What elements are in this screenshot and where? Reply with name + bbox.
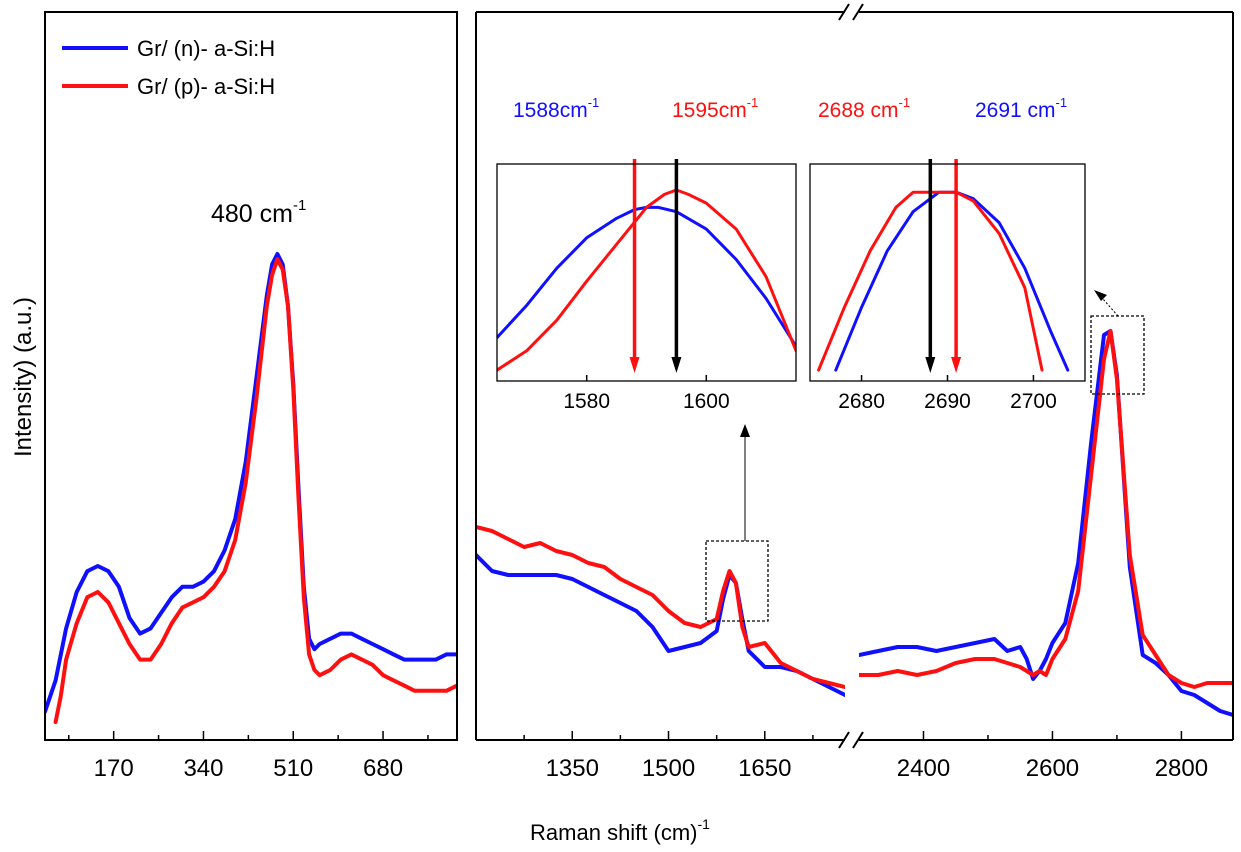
- x-tick-label: 170: [94, 755, 134, 782]
- zoom-arrow-g: [740, 424, 750, 541]
- x-axis-label: Raman shift (cm)-1: [530, 816, 710, 845]
- x-tick-label: 1500: [642, 755, 695, 782]
- x-tick-label: 1650: [738, 755, 791, 782]
- inset-x-tick-label: 2690: [924, 390, 971, 413]
- inset-red-arrow-head: [629, 357, 640, 373]
- x-tick-label: 2400: [897, 755, 950, 782]
- series-line-gr-p-a-si-h: [859, 329, 1233, 689]
- x-tick-label: 2600: [1026, 755, 1079, 782]
- x-tick-label: 680: [363, 755, 403, 782]
- series-line-gr-p-a-si-h: [53, 257, 457, 724]
- series-line-gr-p-a-si-h: [476, 525, 845, 689]
- inset-series-line-gr-n-a-si-h: [834, 190, 1070, 372]
- right-panel-frame: [475, 11, 1234, 741]
- inset-x-tick-label: 2680: [838, 390, 885, 413]
- inset-x-tick-label: 1600: [683, 390, 730, 413]
- inset-red-arrow-head: [951, 357, 962, 373]
- inset-2d-frame: [809, 163, 1086, 382]
- axis-break-top: [838, 3, 864, 21]
- inset-black-arrow-head: [671, 357, 682, 373]
- inset-label-1595: 1595cm-1: [672, 95, 758, 122]
- zoom-box-g: [705, 540, 769, 622]
- peak-label: 480 cm-1: [211, 197, 306, 228]
- x-tick-label: 340: [183, 755, 223, 782]
- inset-black-arrow-head: [925, 357, 936, 373]
- series-line-gr-n-a-si-h: [476, 553, 845, 697]
- inset-x-tick-label: 1580: [563, 390, 610, 413]
- legend-label-n: Gr/ (n)- a-Si:H: [137, 36, 275, 61]
- inset-x-tick-label: 2700: [1010, 390, 1057, 413]
- y-axis-label: Intensity) (a.u.): [10, 297, 37, 457]
- chart-marks: 170 340 510 680 1350 1500 1650 2400 2600 2800 1580…: [45, 159, 1233, 782]
- inset-label-2688: 2688 cm-1: [818, 95, 910, 122]
- zoom-arrow-2d: [1094, 290, 1119, 317]
- inset-series-line-gr-n-a-si-h: [497, 205, 796, 348]
- series-line-gr-n-a-si-h: [45, 252, 457, 714]
- axis-break-bottom: [838, 731, 864, 749]
- series-line-gr-n-a-si-h: [859, 329, 1233, 717]
- x-tick-label: 2800: [1155, 755, 1208, 782]
- legend: Gr/ (n)- a-Si:H Gr/ (p)- a-Si:H: [62, 36, 275, 99]
- inset-series-line-gr-p-a-si-h: [497, 188, 796, 372]
- x-tick-label: 1350: [546, 755, 599, 782]
- inset-g-frame: [496, 163, 797, 382]
- legend-label-p: Gr/ (p)- a-Si:H: [137, 74, 275, 99]
- left-panel-frame: [44, 11, 458, 741]
- inset-label-1588: 1588cm-1: [513, 95, 599, 122]
- inset-label-2691: 2691 cm-1: [975, 95, 1067, 122]
- x-tick-label: 510: [273, 755, 313, 782]
